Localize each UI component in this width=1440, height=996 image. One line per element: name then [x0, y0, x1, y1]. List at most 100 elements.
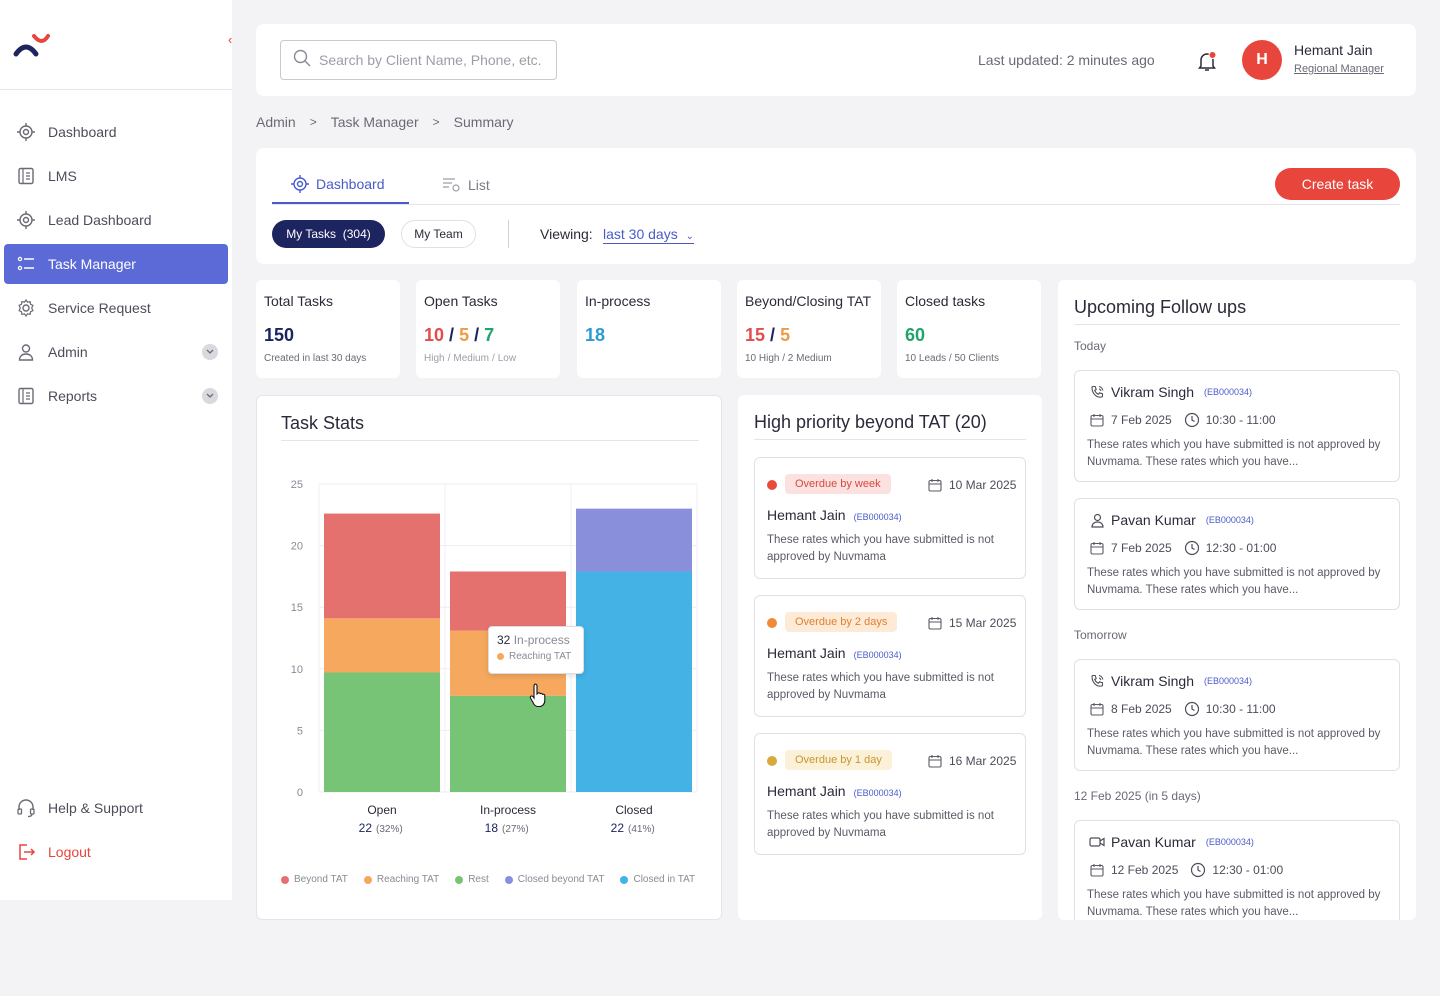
priority-dot [767, 480, 777, 490]
filter-divider [508, 220, 509, 248]
high-priority-card[interactable]: Overdue by 1 day 16 Mar 2025 Hemant Jain (E… [754, 733, 1026, 855]
followup-person: Pavan Kumar (EB000034) [1089, 512, 1254, 528]
legend-item[interactable]: Closed beyond TAT [504, 874, 604, 885]
followup-time: 10:30 - 11:00 [1205, 702, 1276, 716]
my-team-toggle[interactable]: My Team [401, 220, 476, 248]
hand-cursor-icon [529, 683, 546, 708]
task-person-code: (EB000034) [853, 650, 902, 660]
stat-open-tasks: Open Tasks 10 / 5 / 7 High / Medium / Low [416, 280, 560, 378]
task-description: These rates which you have submitted is … [767, 672, 994, 701]
legend-label: Reaching TAT [376, 874, 440, 885]
followup-time: 12:30 - 01:00 [1205, 541, 1277, 555]
sidebar-item-lms[interactable]: LMS [4, 156, 228, 196]
y-tick-label: 5 [297, 725, 303, 737]
followup-schedule: 8 Feb 2025 10:30 - 11:00 [1089, 701, 1276, 717]
viewing-period-select[interactable]: last 30 days ⌄ [603, 226, 694, 244]
legend-swatch [363, 875, 372, 884]
stat-sub: 10 Leads / 50 Clients [905, 353, 999, 364]
bar-segment-beyond-tat [450, 571, 566, 631]
gear-icon [16, 298, 36, 318]
stat-label: Beyond/Closing TAT [745, 293, 872, 309]
bar-segment-closed-beyond-tat [576, 508, 692, 572]
sidebar-item-service-request[interactable]: Service Request [4, 288, 228, 328]
followup-code: (EB000034) [1205, 515, 1254, 525]
my-tasks-toggle[interactable]: My Tasks (304) [272, 220, 385, 248]
followup-description: These rates which you have submitted is … [1087, 567, 1381, 596]
notification-bell-icon[interactable] [1196, 50, 1218, 72]
phone-icon [1089, 673, 1105, 689]
task-person-name: Hemant Jain [767, 507, 846, 523]
followup-description: These rates which you have submitted is … [1087, 728, 1381, 757]
x-percent-label: (32%) [376, 824, 403, 835]
legend-label: Closed in TAT [633, 874, 696, 885]
sidebar-item-lead-dashboard[interactable]: Lead Dashboard [4, 200, 228, 240]
followup-card[interactable]: Vikram Singh (EB000034) 8 Feb 2025 10:30 - … [1074, 659, 1400, 771]
search-icon [293, 49, 311, 72]
sidebar-divider [0, 89, 232, 90]
sidebar-item-dashboard[interactable]: Dashboard [4, 112, 228, 152]
stat-label: Total Tasks [264, 293, 333, 309]
sidebar-item-reports[interactable]: Reports [4, 376, 228, 416]
x-total-label: 22 [611, 821, 625, 835]
group-label-later: 12 Feb 2025 (in 5 days) [1074, 789, 1201, 803]
sidebar-item-task-manager[interactable]: Task Manager [4, 244, 228, 284]
sidebar-item-label: Service Request [48, 300, 151, 316]
user-role-link[interactable]: Regional Manager [1294, 63, 1384, 75]
followup-code: (EB000034) [1205, 837, 1254, 847]
value-separator: / [474, 325, 485, 345]
sidebar-bottom: Help & Support Logout [4, 788, 228, 876]
stat-beyond-tat: Beyond/Closing TAT 15 / 5 10 High / 2 Me… [737, 280, 881, 378]
high-priority-card[interactable]: Overdue by 2 days 15 Mar 2025 Hemant Jain (… [754, 595, 1026, 717]
sidebar-item-label: Reports [48, 388, 98, 404]
task-person: Hemant Jain (EB000034) [767, 507, 902, 523]
stat-in-process: In-process 18 [577, 280, 721, 378]
user-icon [16, 342, 36, 362]
followup-person: Vikram Singh (EB000034) [1089, 673, 1252, 689]
create-task-button[interactable]: Create task [1275, 168, 1400, 200]
task-date-text: 15 Mar 2025 [949, 616, 1017, 630]
breadcrumb-item-admin[interactable]: Admin [256, 114, 296, 130]
brand-logo [13, 34, 50, 57]
calendar-icon [1089, 862, 1105, 878]
phone-icon [1089, 384, 1105, 400]
legend-item[interactable]: Closed in TAT [620, 874, 695, 885]
y-tick-label: 15 [291, 602, 303, 614]
tab-dashboard[interactable]: Dashboard [272, 166, 409, 204]
avatar[interactable]: H [1242, 40, 1282, 80]
breadcrumb-item-task-manager[interactable]: Task Manager [330, 114, 419, 130]
search-input[interactable] [319, 52, 549, 68]
sidebar-item-label: LMS [48, 168, 77, 184]
task-date: 16 Mar 2025 [927, 753, 1016, 769]
target-icon [16, 122, 36, 142]
followup-card[interactable]: Pavan Kumar (EB000034) 7 Feb 2025 12:30 - 0… [1074, 498, 1400, 610]
legend-item[interactable]: Rest [455, 874, 489, 885]
stat-sub: High / Medium / Low [424, 353, 552, 364]
collapse-sidebar-icon[interactable]: ‹ [228, 32, 233, 47]
overdue-badge: Overdue by 1 day [785, 750, 892, 770]
followup-card[interactable]: Pavan Kumar (EB000034) 12 Feb 2025 12:30 - … [1074, 820, 1400, 920]
chevron-down-icon[interactable] [202, 344, 218, 360]
sidebar-item-label: Dashboard [48, 124, 117, 140]
sub-separator: / [447, 353, 451, 364]
bar-segment-reaching-tat [324, 618, 440, 673]
help-support-link[interactable]: Help & Support [4, 788, 228, 828]
tab-list[interactable]: List [442, 166, 490, 204]
followup-schedule: 7 Feb 2025 12:30 - 01:00 [1089, 540, 1276, 556]
group-label-tomorrow: Tomorrow [1074, 628, 1127, 642]
priority-dot [767, 756, 777, 766]
legend-label: Beyond TAT [294, 874, 348, 885]
tooltip-value: 32 [497, 633, 511, 647]
open-low-count: 7 [484, 325, 495, 345]
followup-description: These rates which you have submitted is … [1087, 889, 1381, 918]
chevron-down-icon: ⌄ [685, 231, 694, 242]
search-box[interactable] [280, 40, 557, 80]
high-priority-card[interactable]: Overdue by week 10 Mar 2025 Hemant Jain (EB… [754, 457, 1026, 579]
legend-item[interactable]: Beyond TAT [281, 874, 348, 885]
task-date: 15 Mar 2025 [927, 615, 1016, 631]
logout-link[interactable]: Logout [4, 832, 228, 872]
calendar-icon [927, 615, 943, 631]
followup-card[interactable]: Vikram Singh (EB000034) 7 Feb 2025 10:30 - … [1074, 370, 1400, 482]
chevron-down-icon[interactable] [202, 388, 218, 404]
legend-item[interactable]: Reaching TAT [363, 874, 440, 885]
sidebar-item-admin[interactable]: Admin [4, 332, 228, 372]
